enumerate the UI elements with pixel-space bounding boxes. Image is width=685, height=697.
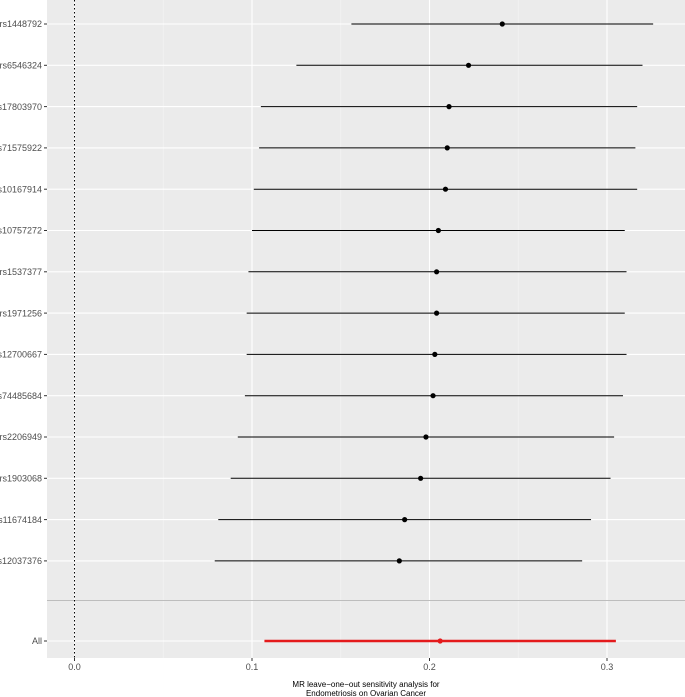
snp-label: rs1903068: [0, 474, 42, 484]
x-tick-label: 0.0: [68, 662, 81, 672]
x-tick-label: 0.3: [601, 662, 614, 672]
snp-estimate-point: [418, 475, 424, 481]
y-axis-labels: rs1448792 rs6546324 rs17803970 rs71575922 rs…: [0, 19, 47, 646]
snp-label: rs12700667: [0, 350, 42, 360]
marks-layer: [214, 21, 654, 644]
snp-estimate-point: [446, 104, 452, 110]
overall-estimate-point: [437, 638, 443, 644]
x-axis-title-line-2: Endometriosis on Ovarian Cancer: [306, 689, 426, 697]
snp-estimate-point: [423, 434, 429, 440]
snp-estimate-point: [499, 21, 505, 27]
overall-label: All: [32, 636, 42, 646]
snp-estimate-point: [442, 186, 449, 192]
snp-label: rs6546324: [0, 61, 42, 71]
snp-label: rs74485684: [0, 391, 42, 401]
x-tick-label: 0.2: [423, 662, 436, 672]
plot-panel: [47, 0, 685, 658]
snp-estimate-point: [435, 227, 441, 234]
snp-estimate-point: [432, 351, 438, 357]
snp-estimate-point: [430, 393, 436, 399]
snp-label: rs17803970: [0, 102, 42, 112]
x-axis-title-line-1: MR leave−one−out sensitivity analysis fo…: [292, 680, 440, 689]
snp-estimate-point: [396, 558, 402, 564]
snp-label: rs1971256: [0, 308, 42, 318]
snp-label: rs1537377: [0, 267, 42, 277]
snp-estimate-point: [444, 145, 450, 151]
snp-label: rs12037376: [0, 556, 42, 566]
snp-label: rs11674184: [0, 515, 42, 525]
snp-label: rs10167914: [0, 184, 42, 194]
x-tick-label: 0.1: [246, 662, 259, 672]
snp-label: rs10757272: [0, 226, 42, 236]
snp-estimate-point: [434, 310, 440, 316]
snp-estimate-point: [465, 62, 472, 68]
snp-estimate-point: [434, 269, 440, 275]
snp-label: rs2206949: [0, 432, 42, 442]
snp-estimate-point: [402, 517, 408, 523]
x-axis: 0.0 0.1 0.2 0.3: [68, 658, 613, 672]
snp-label: rs71575922: [0, 143, 42, 153]
snp-label: rs1448792: [0, 19, 42, 29]
